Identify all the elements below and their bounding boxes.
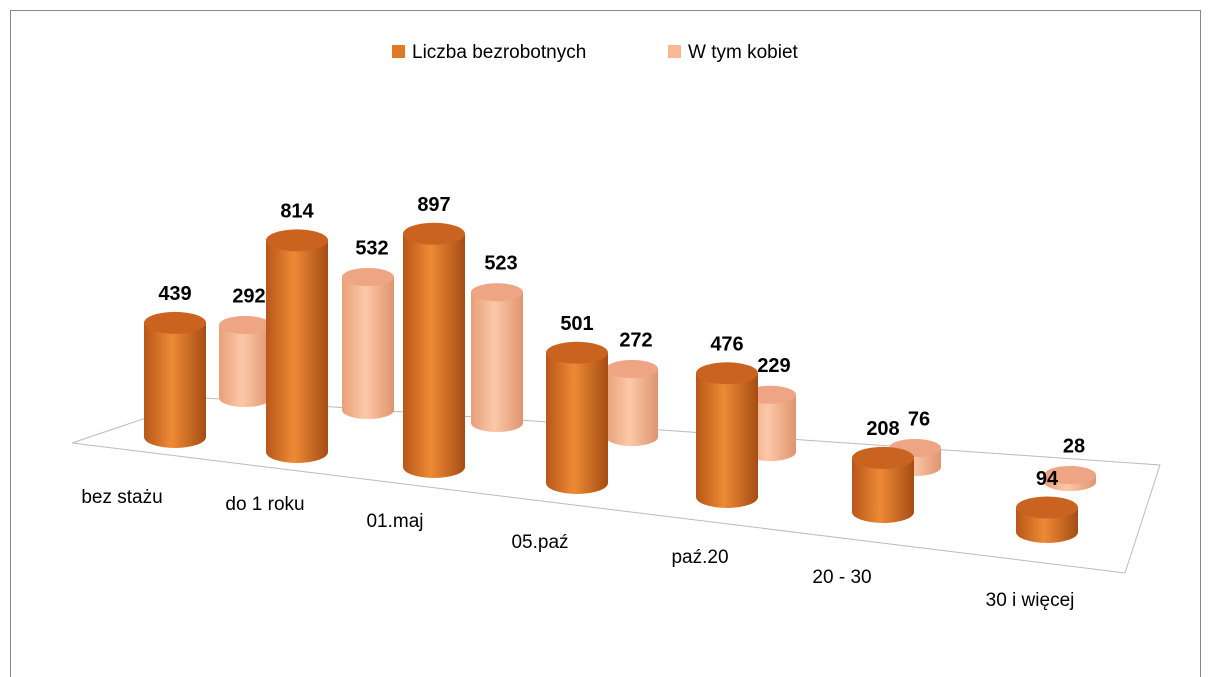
x-tick-label: 30 i więcej [986,590,1075,611]
plot: 292 532 523 272 229 76 28 439 814 897 501 476 208 94 b… [81,194,1096,611]
cylinder-top [546,341,608,364]
x-tick-label: do 1 roku [225,494,304,515]
value-label: 476 [710,334,743,356]
x-tick-label: bez stażu [81,487,162,508]
legend-label: W tym kobiet [688,42,799,63]
cylinder [471,292,523,432]
cylinder [219,325,271,407]
cylinder-top [219,316,271,334]
cylinder-top [403,222,465,245]
cylinder [403,233,465,478]
cylinder-top [1016,496,1078,519]
chart-border [10,10,1201,677]
x-tick-label: 01.maj [366,511,423,532]
value-label: 523 [484,253,517,275]
cylinder [606,369,658,446]
cylinder [696,373,758,508]
cylinder-top [342,268,394,286]
value-label: 94 [1036,468,1059,490]
value-label: 208 [866,418,899,440]
cylinder [852,457,914,523]
value-label: 439 [158,283,191,305]
x-tick-label: paź.20 [671,547,728,568]
cylinder [342,277,394,419]
cylinder [266,240,328,463]
legend: Liczba bezrobotnych W tym kobiet [392,42,799,63]
cylinder [144,322,206,448]
value-label: 501 [560,313,593,335]
x-tick-label: 05.paź [511,532,568,553]
value-label: 28 [1063,435,1085,457]
value-label: 532 [355,237,388,259]
cylinder-top [1044,466,1096,484]
cylinder-top [606,360,658,378]
value-label: 814 [280,201,314,223]
value-label: 897 [417,194,450,216]
cylinder-top [144,311,206,334]
value-label: 229 [757,355,790,377]
cylinder-top [266,229,328,252]
x-tick-label: 20 - 30 [812,567,871,588]
cylinder-top [471,283,523,302]
legend-swatch [668,45,681,58]
value-label: 76 [908,408,930,430]
cylinder-top [696,362,758,385]
value-label: 292 [232,285,265,307]
cylinder-top [852,446,914,469]
legend-swatch [392,45,405,58]
cylinder [546,352,608,494]
legend-label: Liczba bezrobotnych [412,42,586,63]
value-label: 272 [619,329,652,351]
